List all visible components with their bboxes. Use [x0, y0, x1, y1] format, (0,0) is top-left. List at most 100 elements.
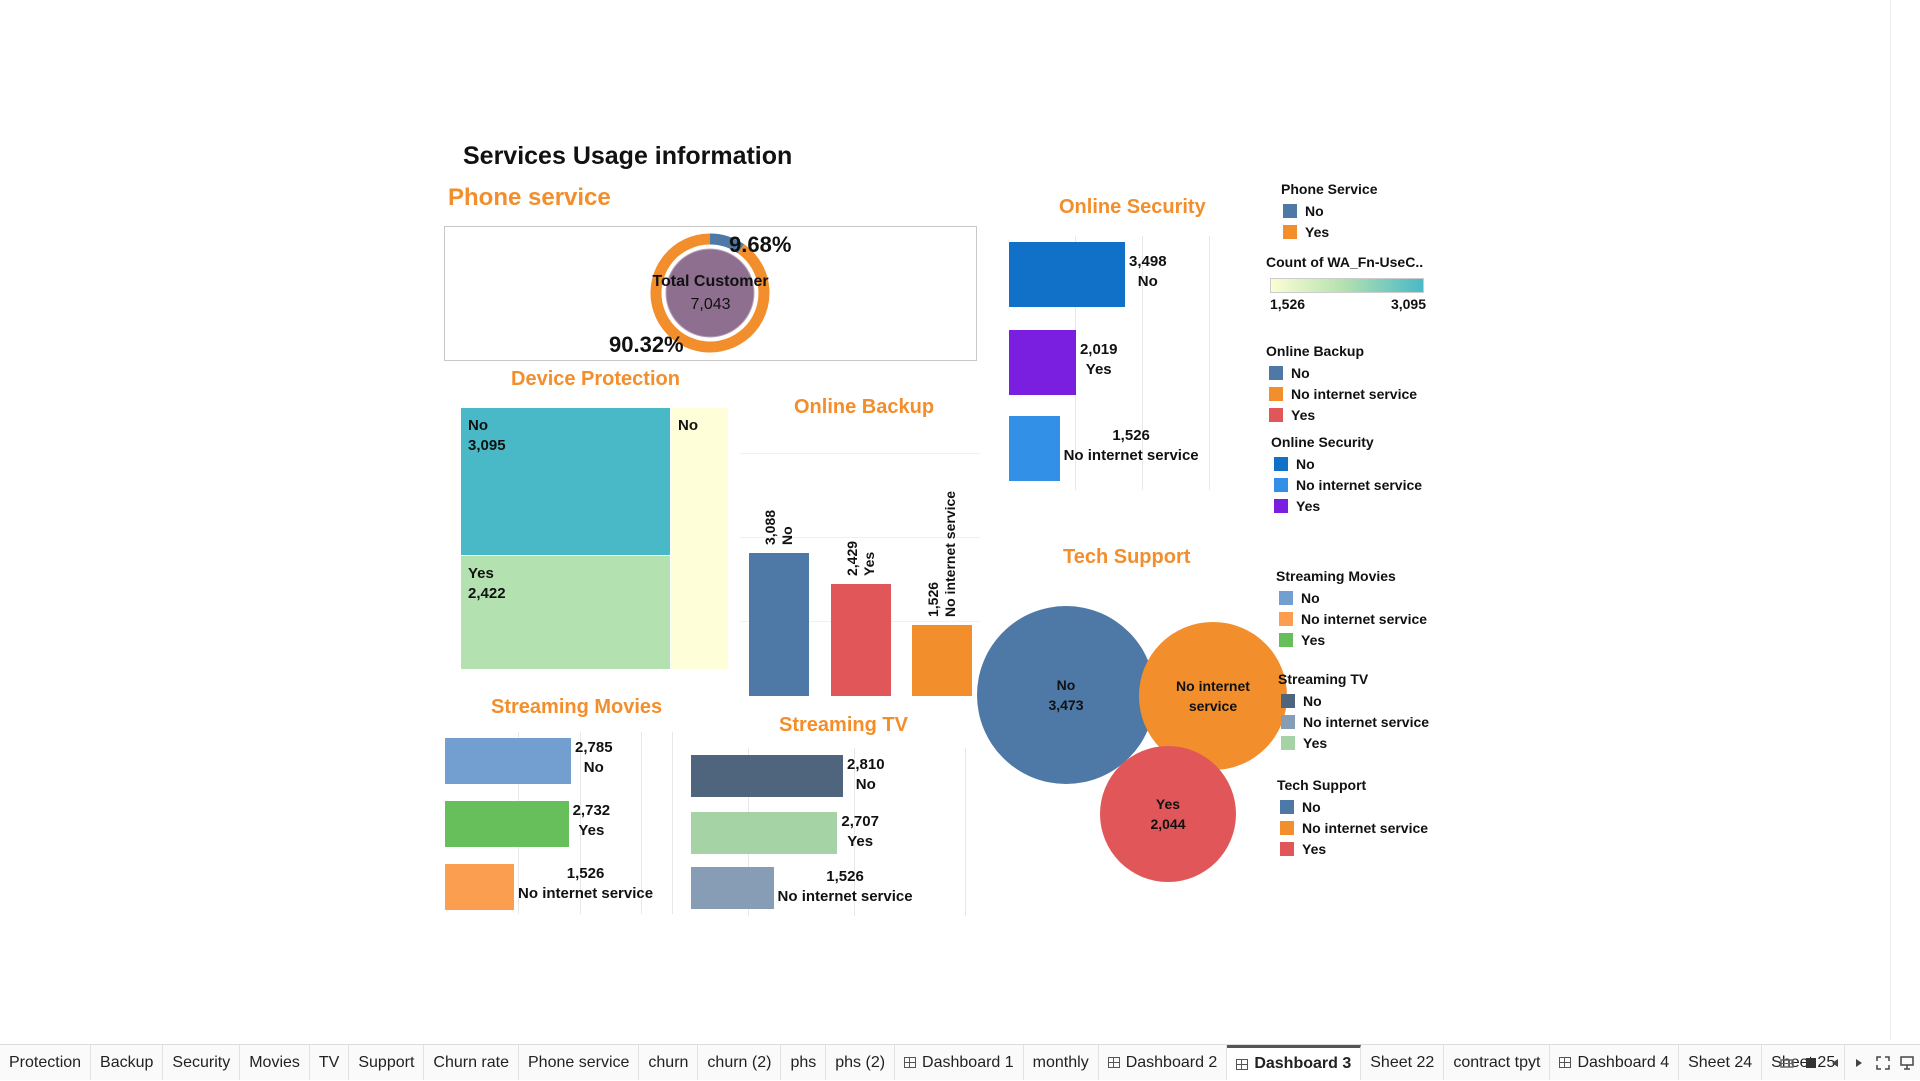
tab-view-icon[interactable] — [1804, 1056, 1818, 1070]
treemap-cell-label: No — [468, 417, 488, 434]
tab-support[interactable]: Support — [349, 1045, 425, 1080]
tech-support-bubble-no-internet-service[interactable]: No internet service — [1139, 622, 1287, 770]
prev-sheet-icon[interactable] — [1828, 1056, 1842, 1070]
tab-churn[interactable]: churn — [639, 1045, 699, 1080]
streaming-tv-title: Streaming TV — [779, 714, 908, 736]
tab-contract-tpyt[interactable]: contract tpyt — [1444, 1045, 1551, 1080]
legend-item-no-internet-service[interactable]: No internet service — [1280, 817, 1428, 838]
legend-item-no[interactable]: No — [1269, 362, 1417, 383]
bubble-label: Yes — [1155, 795, 1181, 812]
gridline — [641, 732, 642, 914]
streaming-tv-bar-no-internet-service[interactable] — [691, 867, 774, 909]
streaming-tv-bar-label: 2,707 Yes — [841, 812, 879, 852]
tab-phs-2[interactable]: phs (2) — [826, 1045, 896, 1080]
online-backup-bar-yes[interactable] — [831, 583, 891, 696]
tab-security[interactable]: Security — [163, 1045, 241, 1080]
legend-item-yes[interactable]: Yes — [1280, 838, 1428, 859]
legend-swatch — [1281, 693, 1295, 708]
tab-dashboard-3[interactable]: Dashboard 3 — [1227, 1045, 1362, 1080]
legend-item-yes[interactable]: Yes — [1279, 629, 1427, 650]
online-security-bar-yes[interactable] — [1009, 330, 1076, 395]
legend-swatch — [1274, 456, 1288, 471]
gridline — [965, 748, 966, 916]
phone-service-donut[interactable] — [444, 226, 977, 361]
tab-phs[interactable]: phs — [781, 1045, 827, 1080]
legend-item-label: No internet service — [1296, 476, 1423, 493]
online-backup-bar-value: 3,088 — [762, 510, 778, 546]
legend-item-no-internet-service[interactable]: No internet service — [1279, 608, 1427, 629]
legend-item-no[interactable]: No — [1274, 453, 1422, 474]
streaming-tv-bar-no[interactable] — [691, 755, 843, 797]
tech-support-bubble-yes[interactable]: Yes 2,044 — [1099, 745, 1237, 883]
tab-dashboard-4[interactable]: Dashboard 4 — [1550, 1045, 1680, 1080]
tab-tv[interactable]: TV — [310, 1045, 350, 1080]
legend-item-label: No — [1291, 364, 1310, 381]
streaming-movies-bar-yes[interactable] — [445, 801, 569, 847]
next-sheet-icon[interactable] — [1852, 1056, 1866, 1070]
legend-item-no[interactable]: No — [1279, 587, 1427, 608]
gridline — [1209, 236, 1210, 490]
fullscreen-icon[interactable] — [1876, 1056, 1890, 1070]
treemap-cell-no[interactable]: No 3,095 — [461, 408, 670, 555]
legend-item-no[interactable]: No — [1283, 200, 1378, 221]
legend-swatch — [1269, 407, 1283, 422]
tab-backup[interactable]: Backup — [91, 1045, 164, 1080]
tab-phone-service[interactable]: Phone service — [519, 1045, 640, 1080]
legend-item-yes[interactable]: Yes — [1283, 221, 1378, 242]
tab-movies[interactable]: Movies — [240, 1045, 310, 1080]
streaming-tv-bar-category: Yes — [847, 833, 874, 850]
legend-item-no[interactable]: No — [1281, 690, 1429, 711]
online-security-bar-no[interactable] — [1009, 242, 1125, 307]
streaming-movies-bar-no-internet-service[interactable] — [445, 864, 515, 910]
streaming-movies-bar-category: Yes — [578, 822, 605, 839]
legend-swatch — [1280, 841, 1294, 856]
ramp-max: 3,095 — [1390, 296, 1426, 312]
phone-service-title: Phone service — [448, 184, 611, 211]
legend-item-label: No internet service — [1303, 713, 1430, 730]
online-backup-bar-value: 2,429 — [844, 540, 860, 576]
tab-sheet-22[interactable]: Sheet 22 — [1361, 1045, 1445, 1080]
legend-item-no-internet-service[interactable]: No internet service — [1281, 711, 1429, 732]
online-security-bar-no-internet-service[interactable] — [1009, 416, 1060, 481]
donut-slice-no[interactable] — [709, 233, 744, 254]
streaming-tv-bar-value: 2,810 — [847, 756, 885, 773]
online-backup-bar-no-internet-service[interactable] — [912, 625, 972, 696]
legend-item-label: Yes — [1301, 631, 1326, 648]
legend-item-label: No internet service — [1291, 385, 1418, 402]
online-security-bar-value: 2,019 — [1079, 341, 1118, 358]
legend-item-yes[interactable]: Yes — [1281, 732, 1429, 753]
presentation-icon[interactable] — [1900, 1056, 1914, 1070]
color-ramp — [1270, 278, 1424, 293]
legend-item-no-internet-service[interactable]: No internet service — [1274, 474, 1422, 495]
online-security-bar-category: No internet service — [1063, 447, 1199, 464]
filmstrip-view-icon[interactable] — [1780, 1056, 1794, 1070]
online-security-bar-category: Yes — [1085, 361, 1112, 378]
legend-item-no-internet-service[interactable]: No internet service — [1269, 383, 1417, 404]
legend-item-no[interactable]: No — [1280, 796, 1428, 817]
tab-churn-rate[interactable]: Churn rate — [424, 1045, 519, 1080]
tab-monthly[interactable]: monthly — [1024, 1045, 1099, 1080]
tab-dashboard-1[interactable]: Dashboard 1 — [895, 1045, 1024, 1080]
tab-dashboard-2[interactable]: Dashboard 2 — [1099, 1045, 1228, 1080]
streaming-tv-bar-value: 2,707 — [841, 813, 879, 830]
gridline — [672, 732, 673, 914]
streaming-tv-bar-label: 2,810 No — [847, 755, 885, 795]
online-backup-bar-no[interactable] — [749, 553, 809, 696]
legend-item-yes[interactable]: Yes — [1274, 495, 1422, 516]
streaming-tv-bar-yes[interactable] — [691, 812, 838, 854]
tech-support-bubble-no[interactable]: No 3,473 — [977, 606, 1155, 784]
streaming-movies-bar-no[interactable] — [445, 738, 571, 784]
tab-protection[interactable]: Protection — [0, 1045, 92, 1080]
streaming-tv-bar-label: 1,526 No internet service — [778, 867, 913, 907]
legend-phone-service: Phone Service No Yes — [1281, 181, 1378, 242]
treemap-cell-yes[interactable]: Yes 2,422 — [461, 556, 670, 669]
donut-slice-yes[interactable] — [650, 233, 770, 353]
tab-sheet-24[interactable]: Sheet 24 — [1679, 1045, 1763, 1080]
legend-item-yes[interactable]: Yes — [1269, 404, 1417, 425]
legend-item-label: No — [1296, 455, 1315, 472]
legend-swatch — [1281, 714, 1295, 729]
treemap-cell-no-small[interactable]: No — [671, 408, 728, 669]
gridline — [1142, 236, 1143, 490]
tab-churn-2[interactable]: churn (2) — [698, 1045, 782, 1080]
